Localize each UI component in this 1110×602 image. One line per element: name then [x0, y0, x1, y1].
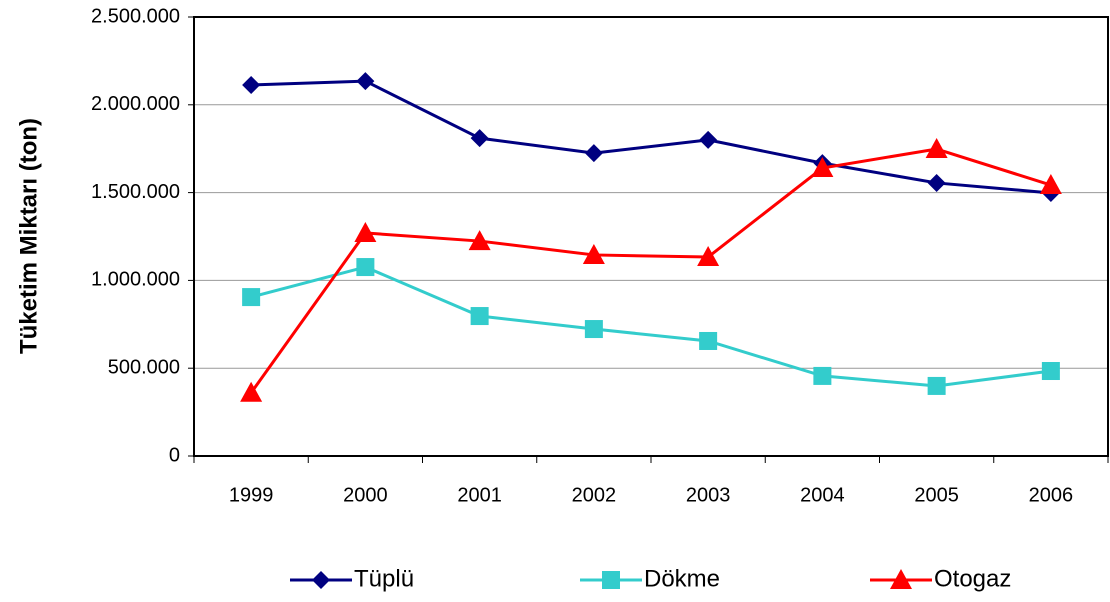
x-tick-label: 2001 — [457, 484, 502, 506]
y-tick-label: 2.500.000 — [91, 5, 180, 27]
x-tick-label: 2005 — [914, 484, 959, 506]
series-line — [249, 147, 1052, 394]
y-tick-label: 1.000.000 — [91, 269, 180, 291]
data-point — [470, 307, 489, 326]
data-point — [582, 243, 605, 264]
data-point — [354, 221, 377, 242]
legend-label: Dökme — [644, 565, 720, 592]
data-point — [699, 130, 718, 149]
data-point — [699, 331, 718, 350]
data-point — [356, 258, 375, 277]
x-tick-label: 1999 — [229, 484, 274, 506]
legend-marker — [312, 571, 330, 589]
legend-marker — [890, 569, 912, 589]
data-point — [1039, 174, 1062, 195]
data-point — [242, 75, 261, 94]
series-line — [251, 79, 1052, 195]
data-point — [240, 381, 263, 402]
x-tick-label: 2000 — [343, 484, 388, 506]
data-point — [584, 144, 603, 163]
y-tick-label: 1.500.000 — [91, 181, 180, 203]
x-tick-label: 2004 — [800, 484, 845, 506]
data-point — [927, 173, 946, 192]
y-tick-label: 0 — [169, 444, 180, 466]
data-point — [242, 288, 261, 307]
data-point — [468, 230, 491, 251]
y-axis-title: Tüketim Miktarı (ton) — [15, 118, 42, 354]
data-point — [1041, 362, 1060, 381]
data-point — [925, 138, 948, 159]
legend-label: Otogaz — [934, 565, 1011, 592]
x-tick-label: 2002 — [572, 484, 617, 506]
x-tick-label: 2006 — [1029, 484, 1074, 506]
data-point — [356, 72, 375, 91]
y-tick-label: 500.000 — [108, 356, 180, 378]
legend-label: Tüplü — [354, 565, 414, 592]
legend-marker — [602, 571, 620, 589]
data-point — [813, 366, 832, 385]
data-point — [927, 376, 946, 395]
data-point — [811, 157, 834, 178]
data-point — [697, 246, 720, 267]
data-point — [584, 320, 603, 339]
data-point — [470, 129, 489, 148]
x-tick-label: 2003 — [686, 484, 731, 506]
y-tick-label: 2.000.000 — [91, 93, 180, 115]
series-line — [250, 265, 1052, 388]
